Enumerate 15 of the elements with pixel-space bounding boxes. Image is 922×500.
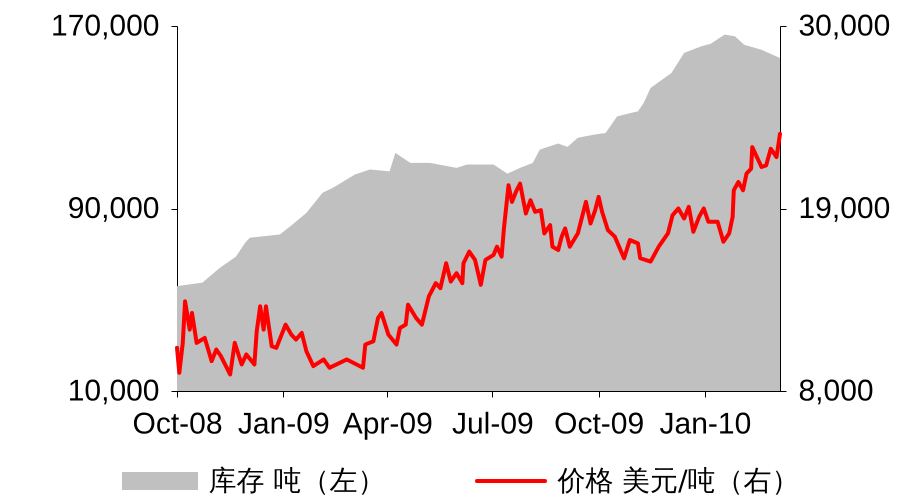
legend-label: 价格 美元/吨（右） [557, 463, 800, 499]
x-tick-label: Jan-10 [660, 408, 752, 440]
y2-tick-label: 30,000 [798, 10, 890, 42]
y2-tick-label: 19,000 [798, 192, 890, 225]
line-series [175, 132, 782, 376]
y-tick-label: 10,000 [68, 374, 160, 408]
y-tick-label: 170,000 [51, 10, 160, 42]
x-tick-label: Oct-08 [132, 408, 223, 440]
x-tick-label: Oct-09 [554, 408, 644, 440]
y-tick-label: 90,000 [68, 192, 160, 225]
x-tick-label: Apr-09 [342, 408, 433, 440]
y2-tick-label: 8,000 [798, 374, 874, 408]
x-tick-label: Jan-09 [238, 408, 330, 440]
x-tick-label: Jul-09 [452, 408, 534, 440]
legend-label: 库存 吨（左） [208, 463, 386, 499]
